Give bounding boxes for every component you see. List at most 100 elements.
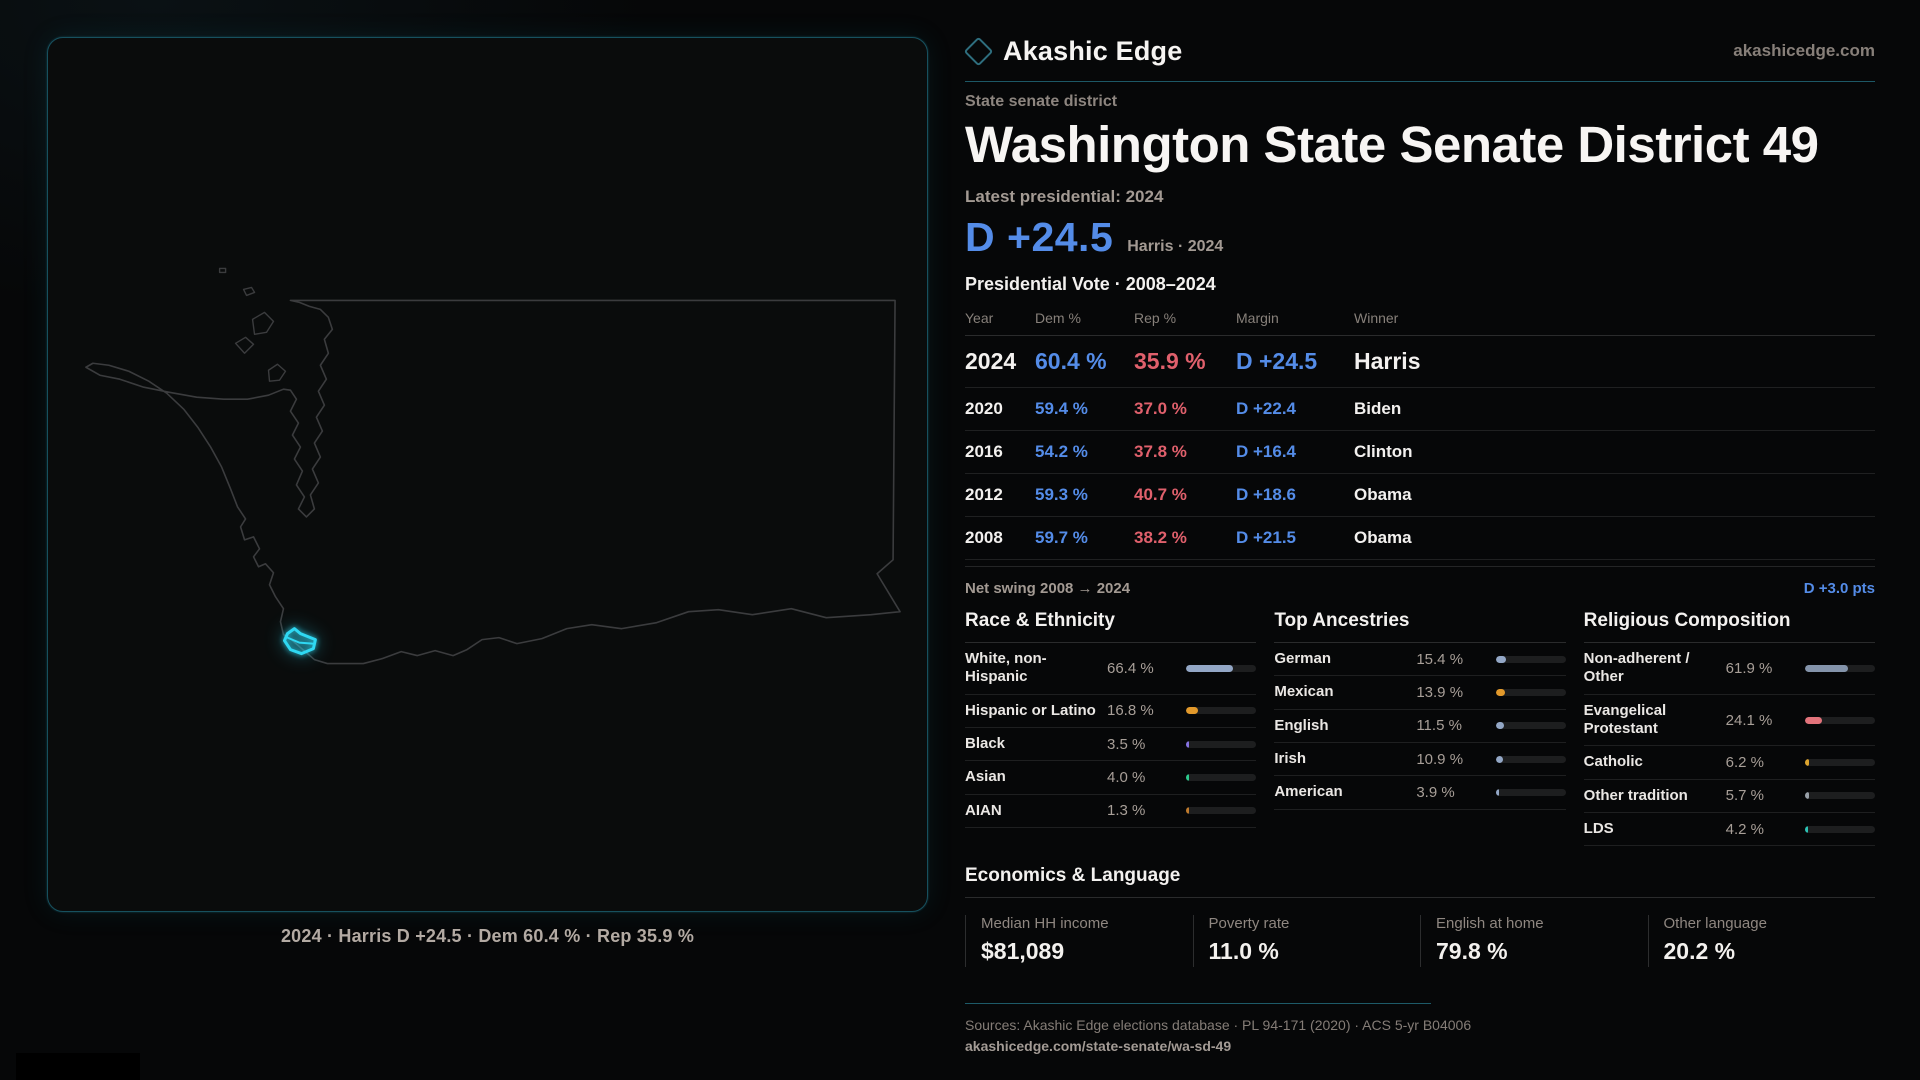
demographic-label: English <box>1274 716 1329 734</box>
brand-diamond-icon <box>963 36 994 66</box>
demographic-bar-fill <box>1186 740 1190 748</box>
demographic-bar-fill <box>1495 689 1506 697</box>
demographic-label: LDS <box>1583 819 1614 837</box>
net-swing-row: Net swing 2008 → 2024 D +3.0 pts <box>965 566 1875 597</box>
demographic-bar-fill <box>1805 664 1849 672</box>
cell-rep-pct: 35.9 % <box>1134 348 1206 375</box>
demographic-value: 10.9 % <box>1416 750 1464 768</box>
demographic-value: 1.3 % <box>1107 802 1146 820</box>
demographic-row: White, non-Hispanic 66.4 % <box>965 643 1257 695</box>
table-row: 2024 60.4 % 35.9 % D +24.5 Harris <box>965 336 1875 389</box>
demographic-row: Evangelical Protestant 24.1 % <box>1583 695 1875 747</box>
demographic-bar-fill <box>1805 792 1809 800</box>
economic-stat-value: 79.8 % <box>1436 938 1508 965</box>
demographic-row: Mexican 13.9 % <box>1274 676 1566 710</box>
table-body: 2024 60.4 % 35.9 % D +24.5 Harris 2020 59.4 % 3… <box>965 336 1875 561</box>
demographic-value: 5.7 % <box>1725 787 1765 805</box>
demographic-value: 3.9 % <box>1416 783 1455 801</box>
demographic-label: Hispanic or Latino <box>965 701 1096 719</box>
cell-margin: D +18.6 <box>1236 485 1297 505</box>
cell-rep-pct: 37.0 % <box>1134 399 1187 419</box>
cell-year: 2024 <box>965 348 1017 375</box>
brand-row: Akashic Edge akashicedge.com <box>963 34 1875 68</box>
demographic-column-title: Top Ancestries <box>1274 610 1566 644</box>
demographic-bar-fill <box>1186 807 1190 815</box>
demographic-value: 6.2 % <box>1725 753 1765 771</box>
header-divider <box>965 81 1875 82</box>
economic-stat: Poverty rate 11.0 % <box>1192 915 1421 968</box>
demographic-bar <box>1495 722 1566 730</box>
demographic-label: Catholic <box>1583 753 1643 771</box>
demographic-value: 4.0 % <box>1107 768 1146 786</box>
demographic-label: White, non-Hispanic <box>965 650 1047 686</box>
cell-year: 2016 <box>965 442 1003 462</box>
demographic-bar-fill <box>1805 716 1822 724</box>
demographic-value: 15.4 % <box>1416 650 1464 668</box>
cell-year: 2020 <box>965 399 1003 419</box>
footer-divider <box>965 1003 1431 1005</box>
economic-stat: Other language 20.2 % <box>1647 915 1876 968</box>
demographic-row: Catholic 6.2 % <box>1583 746 1875 780</box>
cell-year: 2008 <box>965 528 1003 548</box>
demographic-value: 3.5 % <box>1107 735 1146 753</box>
demographic-value: 61.9 % <box>1725 659 1773 677</box>
presidential-vote-table: Year Dem % Rep % Margin Winner 2024 60.4 % 35.… <box>965 304 1875 561</box>
column-header: Year <box>965 310 994 327</box>
table-header-row: Year Dem % Rep % Margin Winner <box>965 304 1875 337</box>
demographic-row: Other tradition 5.7 % <box>1583 780 1875 813</box>
cell-winner: Obama <box>1354 528 1412 548</box>
demographic-value: 13.9 % <box>1416 684 1464 702</box>
demographic-row: English 11.5 % <box>1274 710 1566 743</box>
economic-stat-value: $81,089 <box>981 938 1065 965</box>
demographic-column-title: Race & Ethnicity <box>965 610 1257 644</box>
demographic-bar <box>1186 664 1257 672</box>
table-row: 2016 54.2 % 37.8 % D +16.4 Clinton <box>965 431 1875 475</box>
cell-winner: Obama <box>1354 485 1412 505</box>
demographic-bar-fill <box>1186 773 1190 781</box>
demographic-row: LDS 4.2 % <box>1583 813 1875 847</box>
demographic-bar-fill <box>1805 758 1810 766</box>
demographic-label: Other tradition <box>1583 786 1688 804</box>
corner-artifact <box>16 1053 140 1080</box>
headline-margin: D +24.5 Harris · 2024 <box>965 214 1875 261</box>
economics-stats: Median HH income $81,089 Poverty rate 11.0 … <box>965 915 1876 968</box>
demographic-row: Non-adherent / Other 61.9 % <box>1583 643 1875 695</box>
economics-title: Economics & Language <box>965 865 1875 899</box>
demographic-bar <box>1495 655 1566 663</box>
demographic-bar-fill <box>1805 825 1808 833</box>
demographic-label: Non-adherent / Other <box>1583 650 1690 686</box>
headline-margin-caption: Harris · 2024 <box>1127 238 1224 256</box>
cell-rep-pct: 38.2 % <box>1134 528 1187 548</box>
page-title: Washington State Senate District 49 <box>965 116 1819 173</box>
demographic-row: Black 3.5 % <box>965 728 1257 762</box>
demographic-bar-fill <box>1186 664 1233 672</box>
map-panel <box>47 37 928 912</box>
demographic-label: Evangelical Protestant <box>1583 701 1667 737</box>
demographic-bar <box>1495 788 1566 796</box>
district-49-highlight <box>282 627 317 656</box>
latest-presidential-label: Latest presidential: 2024 <box>965 187 1164 207</box>
permalink[interactable]: akashicedge.com/state-senate/wa-sd-49 <box>965 1038 1232 1055</box>
demographic-bar <box>1186 773 1257 781</box>
demographic-row: Asian 4.0 % <box>965 761 1257 795</box>
demographic-bar <box>1805 792 1875 800</box>
economic-stat: English at home 79.8 % <box>1420 915 1648 968</box>
cell-margin: D +22.4 <box>1236 399 1297 419</box>
cell-rep-pct: 40.7 % <box>1134 485 1187 505</box>
economic-stat-label: Other language <box>1663 915 1767 933</box>
column-header: Winner <box>1354 310 1399 327</box>
demographic-bar <box>1805 664 1875 672</box>
demographic-column: Religious Composition Non-adherent / Othe… <box>1583 610 1875 847</box>
demographic-bar <box>1186 740 1257 748</box>
headline-margin-value: D +24.5 <box>965 214 1114 261</box>
table-title: Presidential Vote · 2008–2024 <box>965 274 1216 295</box>
demographic-value: 66.4 % <box>1107 659 1154 677</box>
washington-state-map <box>85 267 901 665</box>
brand-domain-link[interactable]: akashicedge.com <box>1733 41 1875 60</box>
table-row: 2012 59.3 % 40.7 % D +18.6 Obama <box>965 474 1875 518</box>
cell-winner: Clinton <box>1354 442 1413 462</box>
demographic-bar <box>1805 758 1875 766</box>
demographic-column: Race & Ethnicity White, non-Hispanic 66.4 … <box>965 610 1257 828</box>
net-swing-label: Net swing 2008 → 2024 <box>965 580 1131 598</box>
net-swing-value: D +3.0 pts <box>1803 580 1875 598</box>
